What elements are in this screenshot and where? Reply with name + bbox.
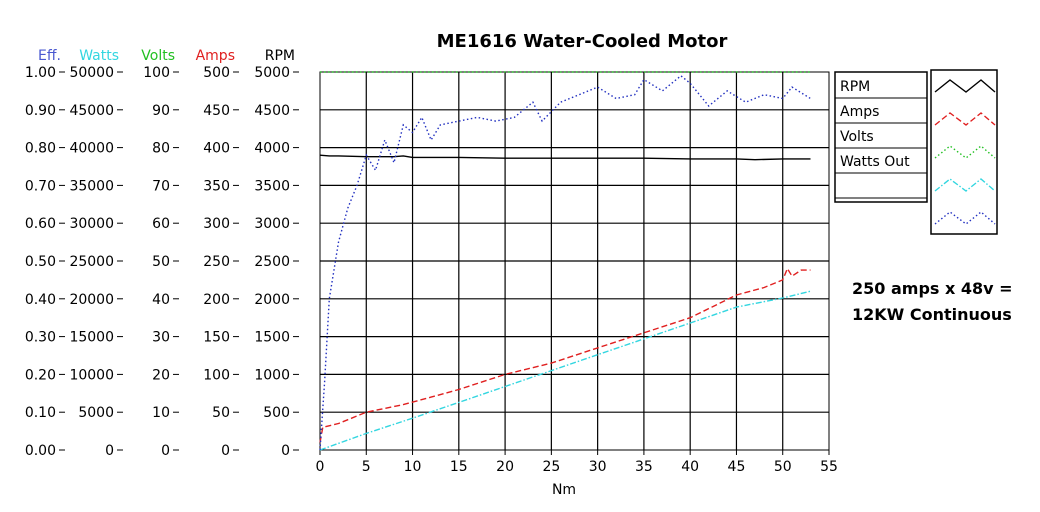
y-axis-tick-labels: 0.00 0.10 0.20 0.30 0.40 0.50 0.60 0.70 0.80 0.90…: [25, 65, 299, 459]
series-eff-: [319, 74, 811, 451]
tick-label-amps: 50: [212, 405, 230, 421]
tick-label-eff: 0.90: [25, 103, 56, 119]
tick-label-rpm: 0: [281, 443, 290, 459]
tick-label-eff: 0.50: [25, 254, 56, 270]
tick-label-eff: 0.40: [25, 292, 56, 308]
tick-label-watts: 35000: [69, 178, 114, 194]
annotation-line-1: 250 amps x 48v =: [852, 279, 1013, 298]
x-tick-label: 0: [316, 459, 325, 475]
series-rpm: [319, 154, 811, 161]
x-axis-label: Nm: [552, 482, 576, 498]
tick-label-watts: 50000: [69, 65, 114, 81]
tick-label-rpm: 500: [263, 405, 290, 421]
x-axis-tick-labels: 0 5 10 15 20 25 30 35 40 45 50 55: [316, 450, 838, 475]
tick-label-volts: 80: [152, 141, 170, 157]
legend-label: Amps: [840, 104, 879, 120]
axis-headers: Eff. Watts Volts Amps RPM: [38, 48, 295, 64]
legend-label-box: [834, 71, 928, 203]
x-tick-label: 35: [635, 459, 653, 475]
tick-label-rpm: 3000: [254, 216, 290, 232]
tick-label-amps: 100: [203, 367, 230, 383]
tick-label-eff: 0.70: [25, 178, 56, 194]
axis-header-eff: Eff.: [38, 48, 61, 64]
tick-label-amps: 500: [203, 65, 230, 81]
x-tick-label: 40: [681, 459, 699, 475]
tick-label-watts: 20000: [69, 292, 114, 308]
legend-label: RPM: [840, 79, 870, 95]
tick-label-amps: 300: [203, 216, 230, 232]
legend-swatch-volts: [934, 145, 996, 159]
tick-label-rpm: 4000: [254, 141, 290, 157]
x-tick-label: 50: [774, 459, 792, 475]
x-tick-label: 5: [362, 459, 371, 475]
x-tick-label: 15: [450, 459, 468, 475]
tick-label-watts: 10000: [69, 367, 114, 383]
tick-label-watts: 0: [105, 443, 114, 459]
axis-header-amps: Amps: [196, 48, 235, 64]
tick-label-rpm: 3500: [254, 178, 290, 194]
tick-label-watts: 5000: [78, 405, 114, 421]
tick-label-eff: 0.10: [25, 405, 56, 421]
tick-label-volts: 50: [152, 254, 170, 270]
tick-label-rpm: 1000: [254, 367, 290, 383]
tick-label-watts: 45000: [69, 103, 114, 119]
tick-label-amps: 0: [221, 443, 230, 459]
tick-label-watts: 25000: [69, 254, 114, 270]
tick-label-volts: 0: [161, 443, 170, 459]
axis-header-watts: Watts: [79, 48, 119, 64]
legend: RPM Amps Volts Watts Out: [834, 69, 998, 235]
tick-label-volts: 30: [152, 330, 170, 346]
legend-swatch-rpm: [934, 79, 996, 93]
x-tick-label: 30: [589, 459, 607, 475]
x-tick-label: 45: [728, 459, 746, 475]
tick-label-eff: 1.00: [25, 65, 56, 81]
axis-header-rpm: RPM: [265, 48, 295, 64]
annotation-line-2: 12KW Continuous: [852, 305, 1012, 324]
tick-label-eff: 0.00: [25, 443, 56, 459]
tick-label-amps: 400: [203, 141, 230, 157]
tick-label-amps: 350: [203, 178, 230, 194]
tick-label-eff: 0.60: [25, 216, 56, 232]
tick-label-volts: 10: [152, 405, 170, 421]
legend-swatch-amps: [934, 112, 996, 126]
series-amps: [319, 267, 811, 443]
tick-label-volts: 60: [152, 216, 170, 232]
tick-label-rpm: 5000: [254, 65, 290, 81]
tick-label-eff: 0.30: [25, 330, 56, 346]
legend-swatch-box: [930, 69, 998, 235]
tick-label-rpm: 2000: [254, 292, 290, 308]
tick-label-watts: 40000: [69, 141, 114, 157]
x-tick-label: 20: [496, 459, 514, 475]
tick-label-rpm: 1500: [254, 330, 290, 346]
axis-header-volts: Volts: [141, 48, 175, 64]
legend-swatch-eff-: [934, 211, 996, 225]
legend-swatch-watts-out: [934, 178, 996, 192]
tick-label-rpm: 4500: [254, 103, 290, 119]
legend-label: Watts Out: [840, 154, 910, 170]
tick-label-watts: 15000: [69, 330, 114, 346]
tick-label-volts: 40: [152, 292, 170, 308]
tick-label-volts: 70: [152, 178, 170, 194]
tick-label-watts: 30000: [69, 216, 114, 232]
tick-label-volts: 20: [152, 367, 170, 383]
tick-label-eff: 0.20: [25, 367, 56, 383]
tick-label-volts: 100: [143, 65, 170, 81]
tick-label-amps: 450: [203, 103, 230, 119]
tick-label-amps: 250: [203, 254, 230, 270]
series-watts-out: [319, 290, 811, 451]
tick-label-amps: 200: [203, 292, 230, 308]
series-lines: [319, 71, 811, 451]
x-tick-label: 10: [404, 459, 422, 475]
tick-label-volts: 90: [152, 103, 170, 119]
tick-label-amps: 150: [203, 330, 230, 346]
grid: [320, 72, 829, 450]
chart-title: ME1616 Water-Cooled Motor: [437, 31, 728, 52]
tick-label-rpm: 2500: [254, 254, 290, 270]
x-tick-label: 55: [820, 459, 838, 475]
x-tick-label: 25: [542, 459, 560, 475]
legend-label: Volts: [840, 129, 874, 145]
tick-label-eff: 0.80: [25, 141, 56, 157]
